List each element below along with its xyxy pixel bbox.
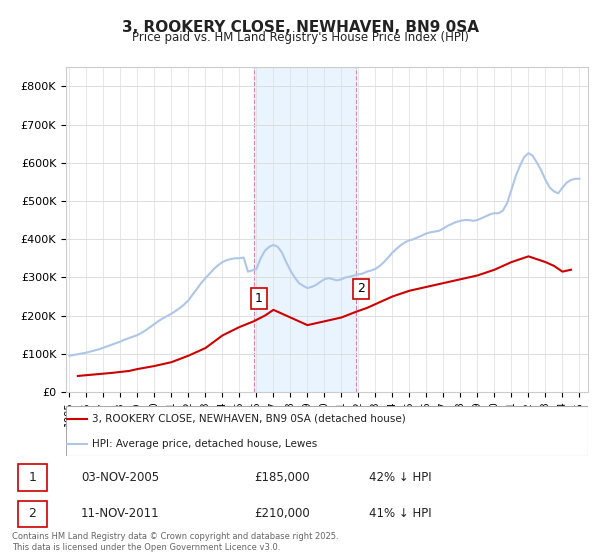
- Text: 41% ↓ HPI: 41% ↓ HPI: [369, 507, 432, 520]
- Text: 11-NOV-2011: 11-NOV-2011: [81, 507, 160, 520]
- Text: 03-NOV-2005: 03-NOV-2005: [81, 471, 159, 484]
- Text: 1: 1: [255, 292, 263, 305]
- FancyBboxPatch shape: [18, 464, 47, 491]
- FancyBboxPatch shape: [18, 501, 47, 527]
- Text: Price paid vs. HM Land Registry's House Price Index (HPI): Price paid vs. HM Land Registry's House …: [131, 31, 469, 44]
- Bar: [254, 67, 356, 392]
- Text: £210,000: £210,000: [254, 507, 310, 520]
- Text: HPI: Average price, detached house, Lewes: HPI: Average price, detached house, Lewe…: [92, 439, 317, 449]
- Text: £185,000: £185,000: [254, 471, 310, 484]
- Text: Contains HM Land Registry data © Crown copyright and database right 2025.
This d: Contains HM Land Registry data © Crown c…: [12, 532, 338, 552]
- Text: 3, ROOKERY CLOSE, NEWHAVEN, BN9 0SA (detached house): 3, ROOKERY CLOSE, NEWHAVEN, BN9 0SA (det…: [92, 414, 406, 423]
- Text: 42% ↓ HPI: 42% ↓ HPI: [369, 471, 432, 484]
- Text: 1: 1: [28, 471, 36, 484]
- FancyBboxPatch shape: [66, 406, 588, 456]
- Text: 2: 2: [28, 507, 36, 520]
- Text: 2: 2: [357, 282, 365, 295]
- Text: 3, ROOKERY CLOSE, NEWHAVEN, BN9 0SA: 3, ROOKERY CLOSE, NEWHAVEN, BN9 0SA: [121, 20, 479, 35]
